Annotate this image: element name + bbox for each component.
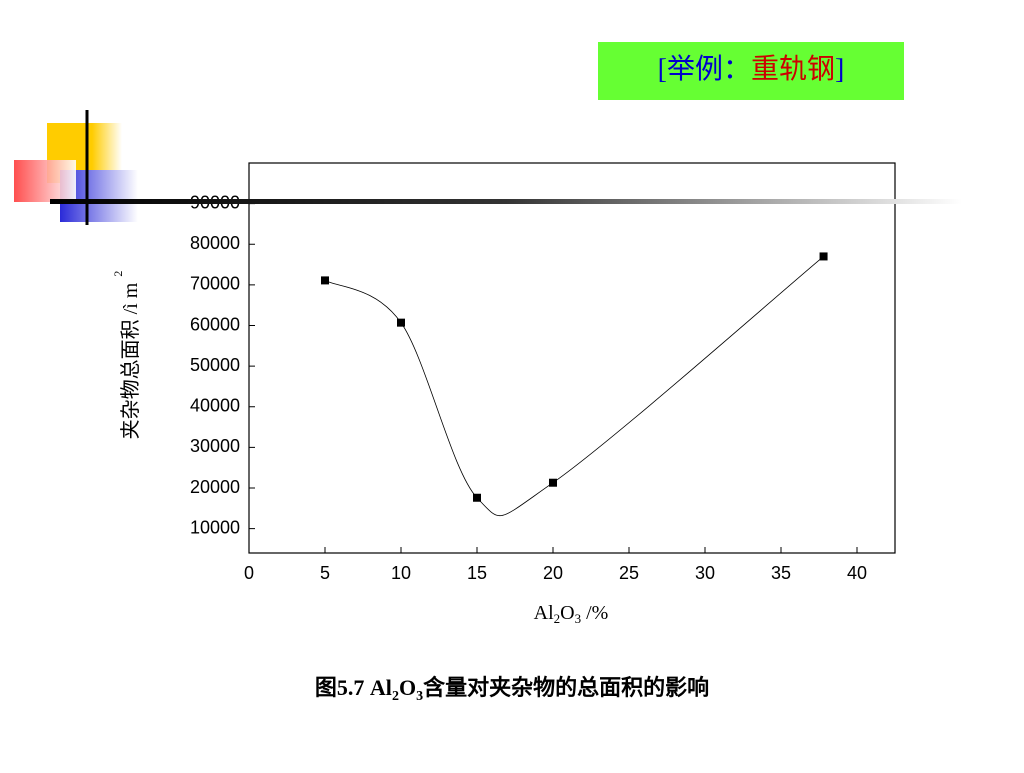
header-part: 重轨钢 xyxy=(751,53,835,85)
deco-bar xyxy=(50,199,962,204)
x-tick-label: 35 xyxy=(771,563,791,583)
y-tick-label: 50000 xyxy=(190,355,240,375)
y-label-part: 夹杂物总面积 /ì m xyxy=(119,282,142,439)
header-part: [举例： xyxy=(658,53,751,85)
header-part: ] xyxy=(835,54,844,85)
plot-frame xyxy=(248,162,896,554)
x-label-part: O xyxy=(560,602,574,624)
x-tick-label: 5 xyxy=(320,563,330,583)
x-tick-label: 0 xyxy=(244,563,254,583)
x-tick-label: 25 xyxy=(619,563,639,583)
x-tick-label: 10 xyxy=(391,563,411,583)
point xyxy=(321,276,329,285)
x-tick-label: 15 xyxy=(467,563,487,583)
point xyxy=(819,252,828,261)
y-tick-label: 10000 xyxy=(190,517,240,537)
caption-part: 3 xyxy=(416,689,423,704)
header: [举例：重轨钢] xyxy=(658,53,845,85)
x-tick-label: 20 xyxy=(543,563,563,583)
caption-part: 含量对夹杂物的总面积的影响 xyxy=(423,675,709,700)
y-tick-label: 40000 xyxy=(190,396,240,416)
y-label: 夹杂物总面积 /ì m 2 xyxy=(111,271,142,440)
caption-part: O xyxy=(399,675,416,700)
series-line xyxy=(324,256,824,517)
x-label-part: 2 xyxy=(554,611,561,626)
x-label-part: Al xyxy=(534,602,554,624)
caption-part: 图5.7 Al xyxy=(315,675,392,700)
deco-red xyxy=(14,160,76,202)
overlay xyxy=(50,199,962,204)
y-label-group: 夹杂物总面积 /ì m 2 xyxy=(111,271,142,440)
y-tick-label: 70000 xyxy=(190,274,240,294)
y-tick-label: 30000 xyxy=(190,436,240,456)
y-tick-label: 80000 xyxy=(190,233,240,253)
chart: 0 5 10 15 20 25 30 35 40 10000 20000 30000 40000 5000… xyxy=(190,162,896,583)
point xyxy=(473,493,481,502)
x-label-part: 3 xyxy=(575,611,582,626)
x-label-part: /% xyxy=(581,602,608,624)
caption-part: 2 xyxy=(392,689,399,704)
x-tick-label: 30 xyxy=(695,563,715,583)
y-tick-label: 20000 xyxy=(190,477,240,497)
y-label-sup: 2 xyxy=(111,271,125,277)
caption: 图5.7 Al2O3含量对夹杂物的总面积的影响 xyxy=(315,675,709,704)
header-box xyxy=(598,42,904,100)
x-label: Al2O3 /% xyxy=(534,602,609,626)
x-tick-label: 40 xyxy=(847,563,867,583)
point xyxy=(549,478,557,487)
y-tick-label: 60000 xyxy=(190,314,240,334)
point xyxy=(397,318,405,327)
